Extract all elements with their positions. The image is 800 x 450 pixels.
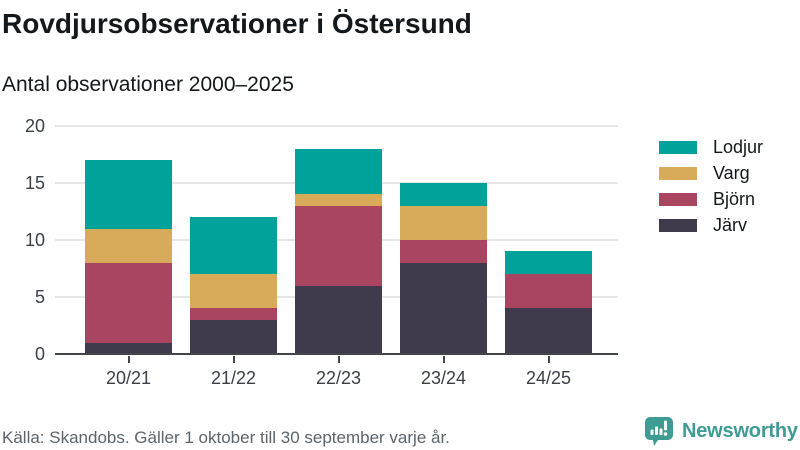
legend-swatch	[659, 218, 697, 232]
legend-item: Varg	[659, 160, 750, 186]
x-axis-label: 23/24	[420, 368, 467, 388]
x-axis-line	[55, 353, 618, 355]
bar-segment-björn	[400, 240, 487, 263]
y-axis-label: 20	[24, 116, 45, 136]
chart-subtitle: Antal observationer 2000–2025	[2, 73, 294, 96]
bar-segment-björn	[295, 205, 382, 286]
bar-segment-varg	[190, 274, 277, 309]
bar-segment-varg	[295, 194, 382, 206]
bar-segment-lodjur	[400, 183, 487, 206]
legend-item: Lodjur	[659, 134, 763, 160]
legend-item: Björn	[659, 186, 755, 212]
x-axis-label: 21/22	[210, 368, 257, 388]
legend-label: Lodjur	[713, 136, 764, 157]
bar-segment-järv	[295, 285, 382, 354]
bar-segment-järv	[190, 319, 277, 354]
x-axis-label: 24/25	[525, 368, 572, 388]
bar-segment-järv	[85, 342, 172, 354]
bar-segment-järv	[505, 308, 592, 354]
legend-item: Järv	[659, 212, 747, 238]
gridline	[55, 125, 618, 127]
bar-segment-varg	[400, 205, 487, 240]
y-axis-label: 10	[24, 230, 45, 250]
y-axis-label: 5	[34, 287, 45, 307]
x-axis-tick	[337, 356, 340, 363]
bar-segment-björn	[85, 262, 172, 343]
newsworthy-logo-icon	[645, 416, 673, 446]
bar-segment-lodjur	[505, 251, 592, 275]
x-axis-tick	[442, 356, 445, 363]
x-axis-tick	[547, 356, 550, 363]
bar-segment-björn	[505, 274, 592, 309]
y-axis-label: 0	[34, 344, 45, 364]
y-axis-label: 15	[24, 173, 45, 193]
bar-segment-varg	[85, 228, 172, 263]
bar-segment-lodjur	[85, 160, 172, 229]
brand-name: Newsworthy	[682, 419, 798, 442]
x-axis-tick	[127, 356, 130, 363]
legend-label: Varg	[713, 162, 750, 183]
bar-segment-björn	[190, 308, 277, 320]
legend-swatch	[659, 140, 697, 154]
legend-label: Järv	[713, 214, 748, 235]
legend-label: Björn	[713, 188, 756, 209]
x-axis-label: 20/21	[105, 368, 152, 388]
x-axis-label: 22/23	[315, 368, 362, 388]
legend-swatch	[659, 192, 697, 206]
bar-segment-lodjur	[190, 217, 277, 275]
bar-segment-järv	[400, 262, 487, 354]
bar-segment-lodjur	[295, 148, 382, 195]
x-axis-tick	[232, 356, 235, 363]
source-note: Källa: Skandobs. Gäller 1 oktober till 3…	[2, 428, 450, 447]
page-title: Rovdjursobservationer i Östersund	[2, 8, 472, 39]
brand-logo: Newsworthy	[644, 414, 798, 448]
legend-swatch	[659, 166, 697, 180]
